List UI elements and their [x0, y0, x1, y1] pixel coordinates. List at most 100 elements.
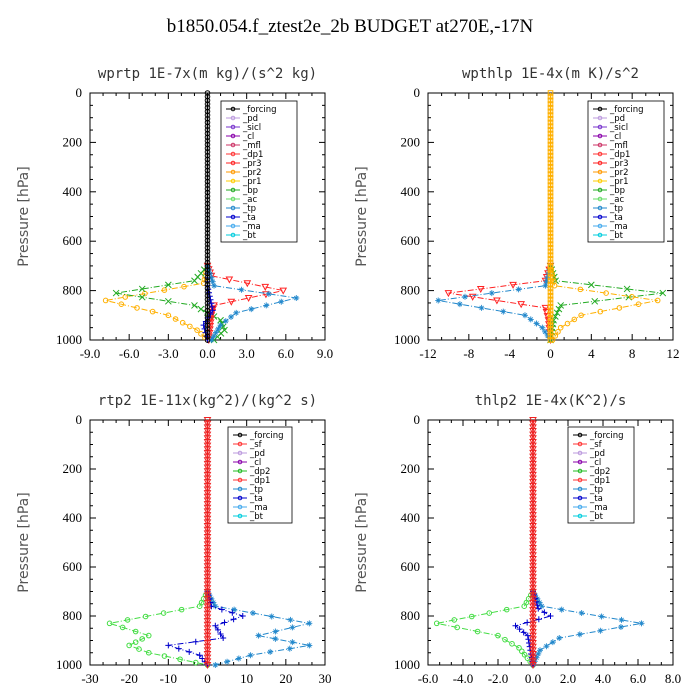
x-tick-label: 3.0 — [239, 346, 255, 361]
series-line — [207, 591, 310, 666]
panel-2: wpthlp 1E-4x(m K)/s^2 Pressure [hPa] 0 200 4… — [354, 66, 680, 361]
legend-marker — [237, 513, 243, 519]
legend-entry: _pr1 — [242, 177, 262, 187]
legend-entry: _pd — [249, 449, 265, 459]
series-tp — [435, 262, 554, 343]
legend-marker — [230, 187, 236, 193]
legend-entry: _ma — [249, 503, 268, 513]
y-tick-label: 600 — [63, 559, 83, 574]
legend-entry: _bt — [242, 231, 257, 241]
x-tick-label: -8 — [463, 346, 474, 361]
y-tick-label: 1000 — [394, 332, 420, 347]
legend-marker — [577, 477, 583, 483]
x-tick-label: -3.0 — [158, 346, 179, 361]
series-dp1 — [433, 588, 536, 668]
legend-entry: _mfl — [242, 141, 261, 151]
legend-entry: _sicl — [609, 123, 628, 133]
legend-entry: _pr2 — [242, 168, 262, 178]
legend-entry: _tp — [609, 204, 623, 214]
x-tick-label: 9.0 — [317, 346, 333, 361]
x-tick-label: 0.0 — [525, 671, 541, 686]
legend-marker — [597, 187, 603, 193]
x-tick-label: -30 — [81, 671, 98, 686]
y-tick-label: 800 — [63, 283, 83, 298]
x-tick-label: -6.0 — [418, 671, 439, 686]
legend-entry: _ma — [242, 222, 261, 232]
legend-entry: _pr1 — [609, 177, 629, 187]
legend-marker — [237, 450, 243, 456]
y-tick-label: 800 — [401, 283, 421, 298]
legend: _forcing_sf_pd_cl_dp2_dp1_tp_ta_ma_bt — [567, 426, 635, 524]
legend-marker — [230, 223, 236, 229]
legend-marker — [230, 160, 236, 166]
legend-marker — [597, 160, 603, 166]
y-tick-label: 200 — [63, 461, 83, 476]
legend-marker — [237, 495, 243, 501]
y-tick-label: 0 — [76, 85, 83, 100]
legend-entry: _dp2 — [249, 467, 270, 477]
legend-entry: _tp — [242, 204, 256, 214]
panel-title: rtp2 1E-11x(kg^2)/(kg^2 s) — [98, 393, 317, 409]
figure-title: b1850.054.f_ztest2e_2b BUDGET at270E,-17… — [166, 16, 534, 37]
series-line — [438, 265, 551, 341]
legend-marker — [577, 432, 583, 438]
legend-marker — [230, 133, 236, 139]
legend-marker — [597, 124, 603, 130]
legend-entry: _pd — [242, 114, 258, 124]
legend-entry: _dp1 — [609, 150, 630, 160]
y-tick-label: 200 — [63, 134, 83, 149]
x-tick-label: -12 — [419, 346, 436, 361]
legend-entry: _forcing — [589, 431, 624, 441]
legend-marker — [230, 214, 236, 220]
legend-marker — [577, 495, 583, 501]
y-tick-label: 400 — [63, 510, 83, 525]
y-axis-label: Pressure [hPa] — [354, 166, 370, 266]
series-forcing — [204, 90, 211, 343]
legend-entry: _pr2 — [609, 168, 629, 178]
legend-entry: _forcing — [242, 105, 277, 115]
panel-title: wprtp 1E-7x(m kg)/(s^2 kg) — [98, 66, 317, 82]
legend-marker — [597, 232, 603, 238]
series-pr1 — [102, 263, 211, 343]
legend-marker — [237, 432, 243, 438]
legend-entry: _dp1 — [242, 150, 263, 160]
legend-marker — [230, 124, 236, 130]
legend-entry: _ac — [609, 195, 624, 205]
legend-marker — [597, 142, 603, 148]
x-tick-label: -10 — [160, 671, 177, 686]
legend-marker — [597, 214, 603, 220]
y-tick-label: 800 — [401, 608, 421, 623]
x-tick-label: 4 — [588, 346, 595, 361]
legend-marker — [230, 151, 236, 157]
legend-entry: _ma — [589, 503, 608, 513]
series-line — [448, 265, 551, 341]
legend-entry: _dp1 — [249, 476, 270, 486]
legend-marker — [237, 441, 243, 447]
legend-marker — [597, 223, 603, 229]
legend-marker — [597, 196, 603, 202]
plot-frame — [427, 419, 674, 666]
legend: _forcing_pd_sicl_cl_mfl_dp1_pr3_pr2_pr1_… — [220, 100, 298, 243]
series-pr3 — [444, 262, 555, 345]
legend-marker — [230, 106, 236, 112]
y-tick-label: 1000 — [56, 332, 82, 347]
legend-entry: _pr3 — [609, 159, 629, 169]
legend-entry: _forcing — [609, 105, 644, 115]
panel-1: wprtp 1E-7x(m kg)/(s^2 kg) Pressure [hPa]… — [16, 66, 333, 361]
legend-marker — [577, 441, 583, 447]
y-tick-label: 0 — [414, 85, 421, 100]
panel-3: rtp2 1E-11x(kg^2)/(kg^2 s) Pressure [hPa]… — [16, 393, 332, 686]
legend-marker — [577, 504, 583, 510]
legend-marker — [597, 178, 603, 184]
legend-marker — [237, 486, 243, 492]
series-tp — [204, 588, 313, 668]
x-tick-label: -6.0 — [119, 346, 140, 361]
series-forcing — [529, 417, 537, 670]
legend-entry: _cl — [249, 458, 261, 468]
series-tp — [530, 588, 645, 668]
legend-entry: _bp — [609, 186, 625, 196]
legend-entry: _tp — [589, 485, 603, 495]
x-tick-label: -20 — [120, 671, 137, 686]
legend-entry: _forcing — [249, 431, 284, 441]
series-bp — [547, 262, 667, 344]
